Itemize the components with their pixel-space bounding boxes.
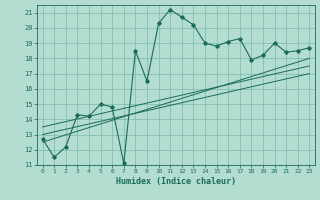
X-axis label: Humidex (Indice chaleur): Humidex (Indice chaleur) <box>116 177 236 186</box>
